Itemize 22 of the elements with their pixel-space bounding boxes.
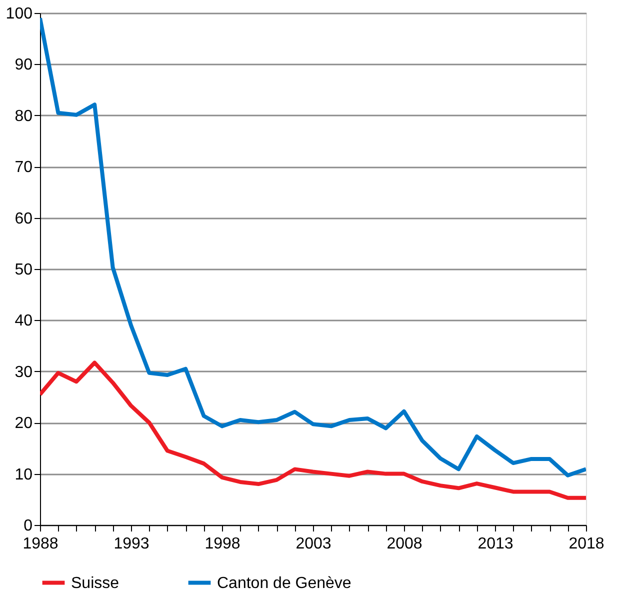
y-tick-label: 90	[14, 56, 33, 74]
y-tick-label: 0	[24, 518, 33, 534]
y-tick-label: 50	[14, 262, 33, 278]
x-tick-label: 1993	[114, 536, 150, 552]
line-series	[40, 16, 586, 478]
y-tick-label: 100	[6, 6, 33, 22]
line-series	[40, 360, 586, 500]
y-tick-label: 80	[14, 108, 33, 125]
x-tick-label: 1998	[204, 536, 240, 552]
y-tick-label: 10	[14, 466, 33, 484]
x-tick-label: 2003	[296, 536, 332, 552]
y-tick-label: 20	[14, 415, 33, 432]
y-tick-label: 70	[14, 159, 33, 176]
y-tick-label: 60	[14, 210, 33, 228]
x-tick-label: 2013	[478, 536, 514, 552]
x-tick-label: 2018	[568, 536, 604, 552]
legend-label: Canton de Genève	[217, 574, 352, 592]
y-tick-label: 30	[14, 364, 33, 381]
legend-label: Suisse	[71, 574, 120, 592]
x-tick-label: 1988	[22, 536, 58, 552]
y-tick-label: 40	[14, 312, 33, 330]
x-tick-label: 2008	[386, 536, 422, 552]
